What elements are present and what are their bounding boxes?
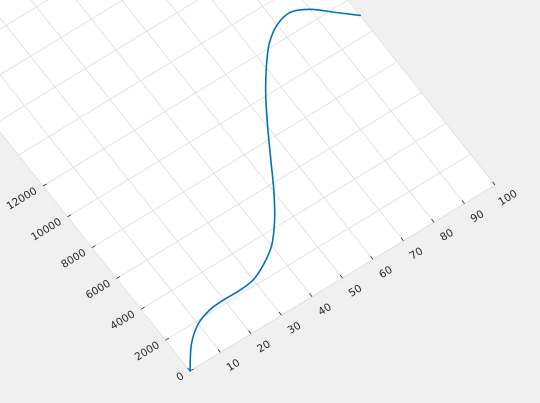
x-grid-line-1 bbox=[0, 74, 221, 353]
x-grid-line-5 bbox=[121, 0, 343, 279]
x-tick-1 bbox=[217, 349, 221, 353]
x-tick-2 bbox=[248, 330, 252, 335]
x-tick-7 bbox=[400, 237, 404, 242]
x-grid-line-8 bbox=[256, 0, 435, 223]
y-grid-line-6 bbox=[42, 0, 349, 187]
y-tick-1 bbox=[165, 337, 170, 341]
y-grid-line-5 bbox=[67, 30, 373, 218]
y-grid-line-4 bbox=[91, 61, 398, 249]
x-tick-6 bbox=[370, 256, 374, 260]
y-grid-line-2 bbox=[140, 122, 447, 310]
x-tick-label-80: 80 bbox=[438, 227, 456, 244]
x-tick-5 bbox=[339, 274, 343, 279]
x-tick-9 bbox=[461, 200, 465, 204]
x-tick-label-60: 60 bbox=[377, 264, 395, 281]
x-grid-line-4 bbox=[75, 0, 313, 297]
x-tick-label-40: 40 bbox=[316, 301, 334, 318]
x-grid-line-10 bbox=[347, 0, 496, 186]
y-grid-line-7 bbox=[18, 0, 274, 156]
y-tick-6 bbox=[42, 183, 47, 187]
y-grid-line-8 bbox=[0, 0, 199, 122]
y-tick-label-4000: 4000 bbox=[108, 308, 137, 332]
y-tick-5 bbox=[67, 214, 72, 218]
x-tick-label-10: 10 bbox=[225, 357, 243, 374]
grid-lines bbox=[0, 0, 496, 372]
x-tick-label-90: 90 bbox=[469, 208, 487, 225]
x-grid-line-2 bbox=[0, 17, 252, 335]
y-tick-label-12000: 12000 bbox=[5, 185, 40, 213]
y-grid-line-3 bbox=[116, 92, 422, 279]
y-grid-line-1 bbox=[165, 153, 471, 341]
y-grid-line-9 bbox=[0, 0, 124, 76]
x-tick-label-100: 100 bbox=[496, 188, 519, 209]
y-tick-label-6000: 6000 bbox=[84, 278, 113, 302]
x-grid-line-7 bbox=[211, 0, 404, 242]
y-tick-label-8000: 8000 bbox=[59, 247, 88, 271]
series-line bbox=[189, 8, 362, 372]
x-tick-label-70: 70 bbox=[408, 245, 426, 262]
y-tick-label-0: 0 bbox=[174, 370, 186, 384]
x-tick-label-50: 50 bbox=[347, 282, 365, 299]
x-tick-3 bbox=[278, 311, 282, 316]
y-tick-4 bbox=[91, 245, 96, 249]
x-tick-8 bbox=[431, 218, 435, 223]
x-tick-10 bbox=[492, 181, 496, 186]
x-tick-4 bbox=[309, 293, 313, 297]
x-grid-line-9 bbox=[302, 0, 465, 204]
x-tick-label-30: 30 bbox=[286, 320, 304, 337]
y-tick-label-2000: 2000 bbox=[133, 339, 162, 363]
x-grid-line-0 bbox=[0, 131, 191, 372]
x-tick-label-20: 20 bbox=[255, 338, 273, 355]
y-tick-3 bbox=[116, 276, 121, 279]
x-grid-line-3 bbox=[30, 0, 282, 316]
axes-background bbox=[0, 0, 495, 371]
y-tick-2 bbox=[140, 306, 145, 310]
x-grid-line-6 bbox=[166, 0, 374, 260]
y-tick-label-10000: 10000 bbox=[29, 216, 64, 244]
